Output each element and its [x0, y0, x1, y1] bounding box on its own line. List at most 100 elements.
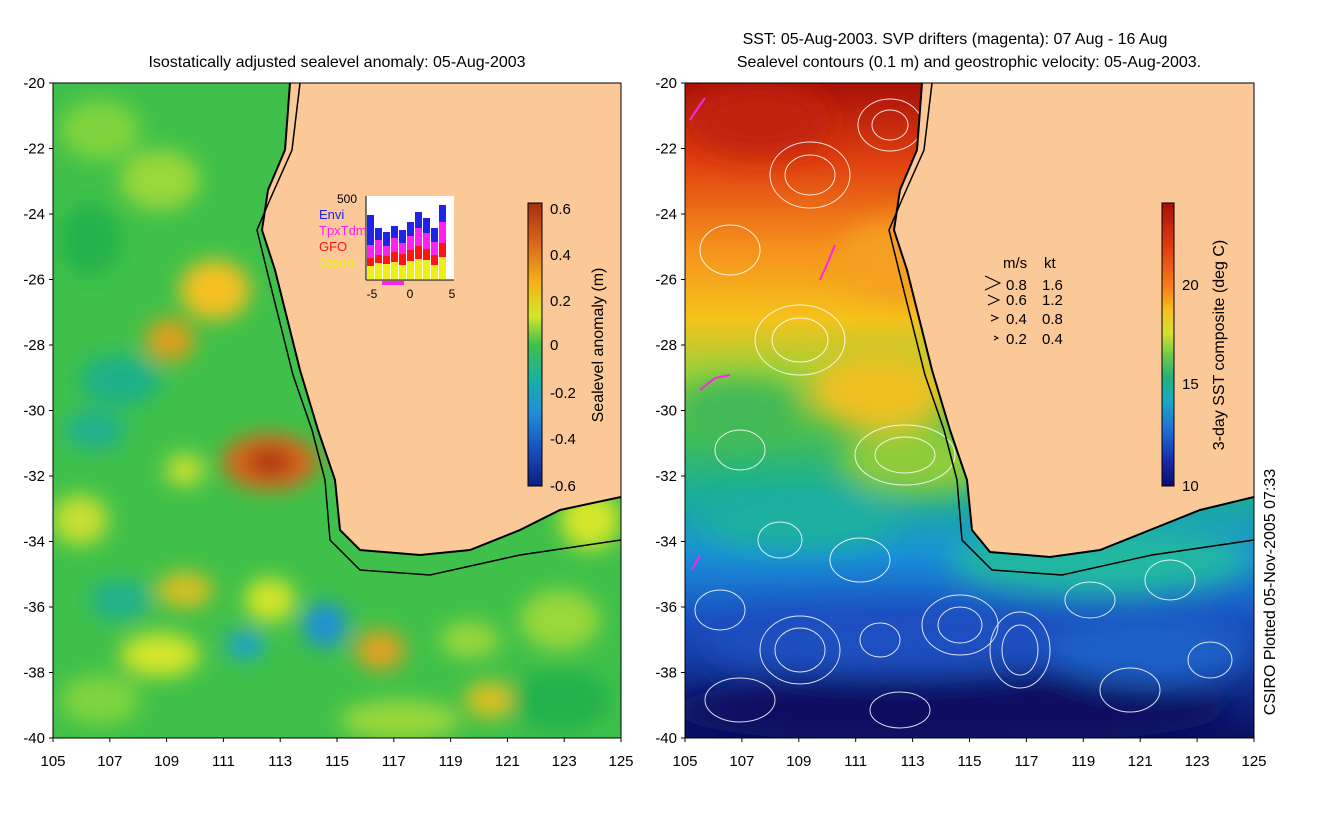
inset-legend-tpxtdm: TpxTdm	[319, 223, 367, 238]
left-lat-tick-label: -38	[23, 665, 45, 682]
left-lon-tick-label: 121	[495, 753, 520, 770]
left-map	[53, 83, 621, 738]
right-lat-tick-label: -40	[655, 730, 677, 747]
right-lat-axis: -20 -22 -24 -26 -28 -30 -32 -34 -36 -38 -40	[655, 75, 685, 747]
left-lon-tick-label: 115	[325, 753, 349, 770]
right-lon-tick-label: 123	[1185, 753, 1210, 770]
right-lon-tick-label: 121	[1128, 753, 1153, 770]
sla-field	[53, 100, 620, 738]
left-lon-tick-label: 109	[154, 753, 179, 770]
left-cbar-tick: -0.2	[550, 385, 576, 402]
velocity-arrow-0.2	[993, 335, 1000, 341]
left-lat-tick-label: -32	[23, 468, 45, 485]
velocity-legend-header-kt: kt	[1044, 255, 1057, 272]
left-lat-tick-label: -24	[23, 206, 45, 223]
left-lon-tick-label: 107	[97, 753, 122, 770]
left-cbar-tick: 0.2	[550, 293, 571, 310]
right-colorbar-scale	[1161, 202, 1175, 487]
inset-histogram: 500 -5 0 5 Envi TpxTdm GFO Jason	[319, 192, 456, 301]
right-lat-tick-label: -36	[655, 599, 677, 616]
left-title: Isostatically adjusted sealevel anomaly:…	[148, 54, 525, 71]
right-lon-tick-label: 119	[1071, 753, 1095, 770]
velocity-arrow-0.6	[987, 294, 1001, 306]
left-lat-tick-label: -28	[23, 337, 45, 354]
left-lon-tick-label: 105	[40, 753, 65, 770]
left-isobath	[256, 83, 621, 576]
left-cbar-tick: 0.4	[550, 247, 571, 264]
left-lat-tick-label: -34	[23, 534, 45, 551]
right-lon-tick-label: 105	[672, 753, 697, 770]
velocity-legend-kt: 1.6	[1042, 277, 1063, 294]
right-lat-tick-label: -20	[655, 75, 677, 92]
left-lon-tick-label: 125	[608, 753, 633, 770]
right-lon-tick-label: 111	[844, 753, 867, 770]
right-lon-axis: 105 107 109 111 113 115 117 119 121 123 125	[672, 738, 1267, 770]
velocity-legend-ms: 0.2	[1006, 331, 1027, 348]
inset-ymax-label: 500	[337, 192, 357, 206]
inset-xtick-neg5: -5	[367, 287, 378, 301]
right-cbar-tick: 10	[1182, 478, 1199, 495]
credit-text: CSIRO Plotted 05-Nov-2005 07:33	[1262, 469, 1279, 715]
left-cbar-tick: -0.6	[550, 478, 576, 495]
drifter-tracks	[689, 97, 836, 571]
right-lon-tick-label: 115	[958, 753, 982, 770]
velocity-legend-header-ms: m/s	[1003, 255, 1027, 272]
left-lon-tick-label: 113	[268, 753, 292, 770]
velocity-arrow-0.4	[990, 314, 1000, 322]
left-lat-tick-label: -20	[23, 75, 45, 92]
velocity-legend-ms: 0.4	[1006, 311, 1027, 328]
left-lon-tick-label: 119	[439, 753, 463, 770]
left-lat-tick-label: -22	[23, 141, 45, 158]
inset-window-marker	[382, 281, 404, 285]
left-lon-tick-label: 111	[212, 753, 235, 770]
right-cbar-tick: 15	[1182, 376, 1199, 393]
right-lat-tick-label: -26	[655, 272, 677, 289]
left-colorbar-scale	[527, 202, 543, 487]
right-lat-tick-label: -32	[655, 468, 677, 485]
right-lat-tick-label: -38	[655, 665, 677, 682]
left-lat-axis: -20 -22 -24 -26 -28 -30 -32 -34 -36 -38 -40	[23, 75, 53, 747]
right-lon-tick-label: 125	[1241, 753, 1266, 770]
left-lat-tick-label: -36	[23, 599, 45, 616]
left-colorbar-label: Sealevel anomaly (m)	[590, 268, 607, 423]
inset-legend-envi: Envi	[319, 207, 344, 222]
left-lon-axis: 105 107 109 111 113 115 117 119 121 123 125	[40, 738, 634, 770]
velocity-legend-kt: 1.2	[1042, 292, 1063, 309]
left-colorbar: 0.6 0.4 0.2 0 -0.2 -0.4 -0.6 Sealevel an…	[527, 201, 607, 495]
right-lon-tick-label: 117	[1014, 753, 1038, 770]
right-title-line2: Sealevel contours (0.1 m) and geostrophi…	[737, 54, 1201, 71]
right-lat-tick-label: -30	[655, 403, 677, 420]
inset-legend-gfo: GFO	[319, 239, 347, 254]
velocity-legend-kt: 0.4	[1042, 331, 1063, 348]
left-cbar-tick: 0	[550, 337, 558, 354]
velocity-legend-ms: 0.6	[1006, 292, 1027, 309]
velocity-legend: m/s kt 0.8 1.6 0.6 1.2 0.4 0.8 0.2 0.4	[984, 255, 1063, 348]
left-lon-tick-label: 117	[382, 753, 406, 770]
right-lon-tick-label: 107	[729, 753, 754, 770]
velocity-arrow-0.8	[984, 275, 1002, 291]
right-lat-tick-label: -22	[655, 141, 677, 158]
velocity-legend-kt: 0.8	[1042, 311, 1063, 328]
sla-contours	[694, 98, 1233, 729]
right-lon-tick-label: 113	[901, 753, 925, 770]
right-lat-tick-label: -28	[655, 337, 677, 354]
right-isobath	[888, 83, 1254, 576]
right-lat-tick-label: -24	[655, 206, 677, 223]
left-cbar-tick: 0.6	[550, 201, 571, 218]
right-cbar-tick: 20	[1182, 277, 1199, 294]
inset-xtick-0: 0	[407, 287, 414, 301]
inset-xtick-5: 5	[449, 287, 456, 301]
right-colorbar-label: 3-day SST composite (deg C)	[1211, 240, 1228, 450]
left-lon-tick-label: 123	[552, 753, 577, 770]
left-lat-tick-label: -30	[23, 403, 45, 420]
inset-legend-jason: Jason	[319, 255, 354, 270]
inset-bars	[367, 205, 446, 279]
right-lat-tick-label: -34	[655, 534, 677, 551]
right-lon-tick-label: 109	[786, 753, 811, 770]
left-cbar-tick: -0.4	[550, 431, 576, 448]
right-title-line1: SST: 05-Aug-2003. SVP drifters (magenta)…	[743, 31, 1168, 48]
left-lat-tick-label: -26	[23, 272, 45, 289]
velocity-legend-ms: 0.8	[1006, 277, 1027, 294]
